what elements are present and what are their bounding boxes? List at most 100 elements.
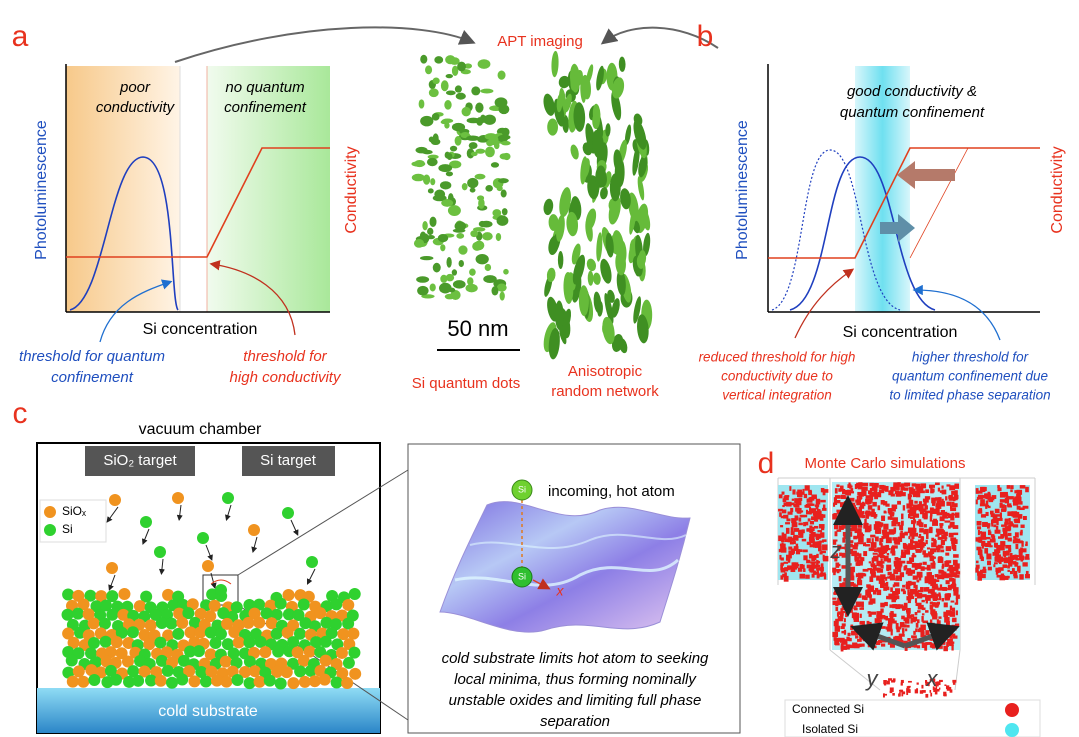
- speckle: [1019, 574, 1024, 580]
- speckle: [978, 531, 982, 534]
- speckle: [872, 552, 878, 555]
- speckle: [954, 484, 958, 488]
- speckle: [789, 486, 792, 491]
- speckle: [915, 548, 919, 552]
- speckle: [880, 555, 884, 558]
- speckle: [1018, 549, 1023, 556]
- speckle: [873, 524, 880, 530]
- cluster: [638, 250, 647, 267]
- speckle: [916, 571, 923, 578]
- speckle: [834, 488, 838, 494]
- cluster: [478, 198, 485, 209]
- speckle: [897, 522, 901, 527]
- cluster: [446, 256, 452, 268]
- cluster: [434, 56, 444, 64]
- speckle: [980, 531, 987, 538]
- speckle: [867, 644, 872, 648]
- speckle: [919, 545, 924, 550]
- speckle: [861, 573, 867, 577]
- particle: [126, 626, 139, 639]
- speckle: [1014, 554, 1017, 557]
- speckle: [905, 583, 911, 590]
- speckle: [871, 508, 875, 514]
- speckle: [891, 530, 896, 535]
- speckle: [950, 507, 957, 512]
- cluster: [473, 227, 486, 232]
- speckle: [1013, 570, 1018, 577]
- cluster: [444, 100, 452, 110]
- cluster: [500, 140, 511, 146]
- arrow: [209, 260, 296, 336]
- label: Si concentration: [143, 321, 258, 338]
- cluster: [440, 120, 448, 125]
- speckle: [877, 554, 883, 558]
- speckle: [981, 541, 986, 547]
- particle: [118, 588, 131, 601]
- speckle: [822, 544, 828, 551]
- speckle: [793, 535, 799, 541]
- speckle: [906, 560, 913, 564]
- speckle: [1006, 503, 1012, 507]
- speckle: [935, 579, 940, 582]
- speckle: [911, 562, 917, 568]
- trajectory: [142, 528, 150, 545]
- speckle: [1007, 522, 1014, 525]
- speckle: [868, 601, 873, 605]
- speckle: [816, 572, 820, 579]
- cluster: [432, 194, 447, 202]
- particle: [270, 665, 283, 678]
- speckle: [975, 564, 980, 569]
- speckle: [920, 537, 925, 541]
- speckle: [848, 482, 851, 486]
- speckle: [996, 544, 1001, 550]
- flying-atom: [172, 492, 184, 504]
- speckle: [953, 567, 959, 572]
- speckle: [849, 566, 855, 573]
- speckle: [903, 483, 908, 487]
- speckle: [900, 588, 905, 592]
- speckle: [880, 602, 885, 608]
- speckle: [791, 498, 795, 501]
- particle: [154, 636, 167, 649]
- particle: [205, 665, 218, 678]
- speckle: [948, 532, 954, 538]
- pl-curve: [69, 156, 179, 311]
- speckle: [812, 533, 819, 537]
- speckle: [919, 511, 925, 515]
- speckle: [857, 639, 862, 642]
- target: [242, 446, 335, 476]
- particle: [138, 665, 151, 678]
- speckle: [791, 522, 798, 528]
- speckle: [883, 680, 887, 685]
- label: y: [865, 666, 880, 691]
- particle: [115, 626, 128, 639]
- speckle: [805, 509, 809, 514]
- flying-atom: [197, 532, 209, 544]
- cluster: [564, 93, 572, 113]
- speckle: [810, 555, 817, 558]
- particle: [280, 666, 293, 679]
- cluster: [458, 260, 464, 268]
- speckle: [833, 572, 836, 576]
- label: Monte Carlo simulations: [805, 455, 966, 472]
- cluster: [551, 50, 559, 78]
- speckle: [996, 520, 999, 526]
- speckle: [950, 537, 957, 542]
- speckle: [938, 679, 943, 683]
- speckle: [941, 576, 945, 580]
- speckle: [1005, 527, 1011, 532]
- cluster: [454, 221, 467, 231]
- speckle: [866, 620, 870, 625]
- speckle: [953, 544, 957, 551]
- speckle: [919, 541, 925, 548]
- speckle: [891, 504, 898, 510]
- cluster: [485, 146, 495, 158]
- speckle: [902, 608, 906, 611]
- speckle: [1017, 514, 1023, 519]
- label: cold substrate limits hot atom to seekin…: [442, 650, 709, 667]
- speckle: [996, 569, 1002, 573]
- speckle: [855, 644, 858, 648]
- speckle: [887, 516, 893, 520]
- speckle: [899, 532, 905, 539]
- speckle: [922, 550, 926, 555]
